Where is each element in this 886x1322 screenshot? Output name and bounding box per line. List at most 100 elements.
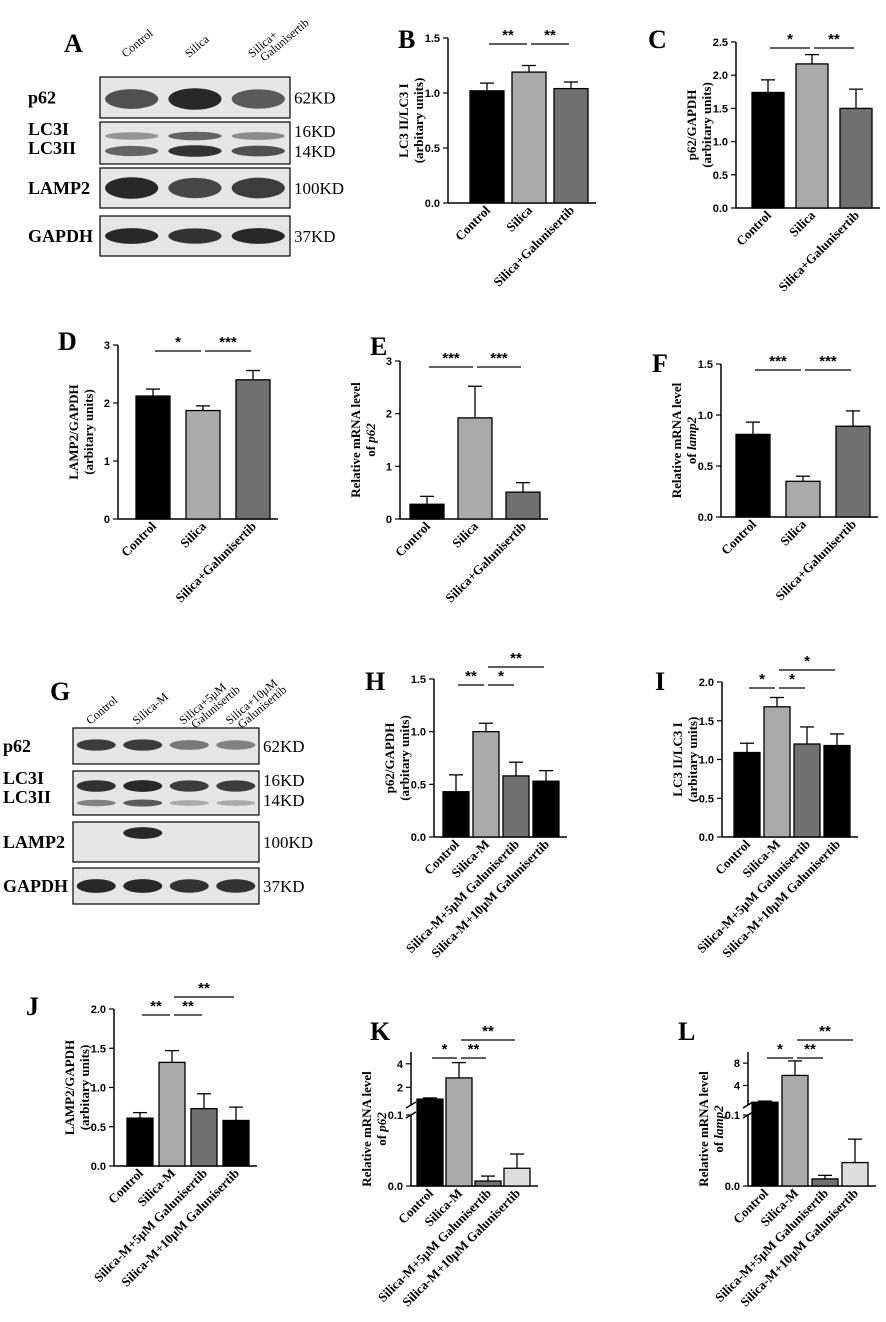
- significance-label: **: [198, 980, 210, 997]
- significance-label: ***: [219, 334, 237, 351]
- significance-label: **: [502, 27, 514, 44]
- y-axis-title-line: (arbitary units): [685, 717, 700, 803]
- protein-band: [169, 879, 209, 893]
- protein-band: [168, 145, 222, 157]
- blot-membrane: [99, 121, 291, 165]
- significance-label: **: [804, 1041, 816, 1058]
- bar: [823, 744, 851, 838]
- significance-label: **: [828, 31, 840, 48]
- significance-label: **: [182, 998, 194, 1015]
- protein-band: [105, 89, 159, 109]
- y-axis-title: LAMP2/GAPDH (arbitary units): [66, 384, 96, 479]
- protein-band: [76, 799, 116, 807]
- y-tick-label: 0.5: [699, 793, 714, 805]
- panel-letter: I: [655, 667, 665, 696]
- y-axis-title-line: LAMP2/GAPDH: [62, 1040, 77, 1135]
- y-tick-label: 4: [397, 1059, 404, 1071]
- bar: [735, 433, 771, 518]
- bar: [235, 379, 271, 520]
- significance-label: ***: [819, 353, 837, 370]
- category-label: Silica-M+5μM Galunisertib: [375, 1186, 494, 1305]
- bar: [472, 731, 500, 838]
- category-label: Silica: [786, 207, 818, 239]
- y-axis-title-line: (arbitary units): [77, 1045, 92, 1131]
- protein-band: [216, 879, 256, 893]
- protein-band: [168, 177, 222, 199]
- y-tick-label: 1.0: [713, 137, 728, 149]
- molecular-weight-label: 16KD: [263, 771, 305, 790]
- panel-letter: K: [370, 1017, 391, 1046]
- bar: [457, 417, 493, 520]
- protein-band: [105, 132, 159, 140]
- bar: [158, 1061, 186, 1167]
- protein-band: [169, 800, 209, 806]
- protein-label: p62: [3, 736, 31, 756]
- bar: [505, 491, 541, 520]
- panel-b: B 0.0 0.5 1.0 1.5 LC3 II/LC3 I (arbitary units…: [396, 25, 596, 289]
- significance-label: ***: [442, 350, 460, 367]
- significance-label: *: [789, 671, 795, 688]
- significance-label: **: [482, 1023, 494, 1040]
- y-tick-label: 0.0: [411, 832, 426, 844]
- category-label: Silica: [449, 518, 481, 550]
- y-tick-label: 0.0: [725, 1181, 740, 1193]
- bar: [474, 1180, 502, 1187]
- protein-label: GAPDH: [3, 876, 68, 896]
- significance-label: ***: [490, 350, 508, 367]
- bar: [811, 1178, 839, 1187]
- bar: [445, 1077, 473, 1187]
- y-tick-label: 0.0: [713, 203, 728, 215]
- y-tick-label: 1.0: [698, 410, 713, 422]
- y-tick-label: 2.0: [699, 677, 714, 689]
- y-axis-title-line: of lamp2: [684, 416, 699, 464]
- y-axis-title-line: (arbitary units): [411, 78, 426, 164]
- y-tick-label: 4: [734, 1080, 741, 1092]
- protein-band: [231, 228, 285, 244]
- protein-label: LC3I: [3, 768, 44, 788]
- y-axis-title-line: of p62: [363, 423, 378, 457]
- y-axis-title-line: Relative mRNA level: [359, 1071, 374, 1187]
- y-axis-title: p62/GAPDH (arbitary units): [684, 82, 714, 168]
- panel-letter: H: [365, 667, 385, 696]
- protein-band: [231, 177, 285, 199]
- y-axis-title: Relative mRNA level of p62: [348, 382, 378, 498]
- protein-band: [216, 780, 256, 792]
- y-tick-label: 1.0: [699, 755, 714, 767]
- bar: [751, 1101, 779, 1187]
- significance-label: **: [468, 1041, 480, 1058]
- panel-c: C 0.0 0.5 1.0 1.5 2.0 2.5 p62/GAPDH (arbitary un…: [648, 25, 880, 294]
- y-tick-label: 0.5: [425, 143, 440, 155]
- protein-band: [123, 780, 163, 792]
- category-label: Silica+Galunisertib: [442, 519, 529, 606]
- bar: [785, 480, 821, 518]
- protein-band: [231, 89, 285, 109]
- protein-label: LC3II: [3, 787, 51, 807]
- protein-band: [76, 879, 116, 893]
- y-tick-label: 2: [104, 398, 110, 410]
- y-tick-label: 1.5: [698, 359, 713, 371]
- protein-label: LC3I: [28, 119, 69, 139]
- protein-label: p62: [28, 88, 56, 108]
- bar: [126, 1117, 154, 1167]
- category-label: Control: [392, 518, 433, 559]
- category-label: Control: [733, 207, 774, 248]
- axis-break-mark: [405, 1101, 417, 1109]
- category-label: Control: [718, 516, 759, 557]
- significance-label: ***: [769, 353, 787, 370]
- panel-d: D 0 1 2 3 LAMP2/GAPDH (arbitary units) Control S…: [58, 327, 278, 605]
- significance-label: **: [510, 650, 522, 667]
- bar: [222, 1119, 250, 1167]
- y-axis-title: LAMP2/GAPDH (arbitary units): [62, 1040, 92, 1135]
- y-tick-label: 1: [104, 456, 110, 468]
- y-tick-label: 1.0: [91, 1083, 106, 1095]
- y-axis-title-line: LC3 II/LC3 I: [396, 83, 411, 157]
- y-tick-label: 0.5: [411, 779, 426, 791]
- y-tick-label: 0.0: [91, 1161, 106, 1173]
- protein-band: [216, 740, 256, 750]
- panel-letter: F: [652, 349, 668, 378]
- category-label: Silica+Galunisertib: [490, 203, 577, 290]
